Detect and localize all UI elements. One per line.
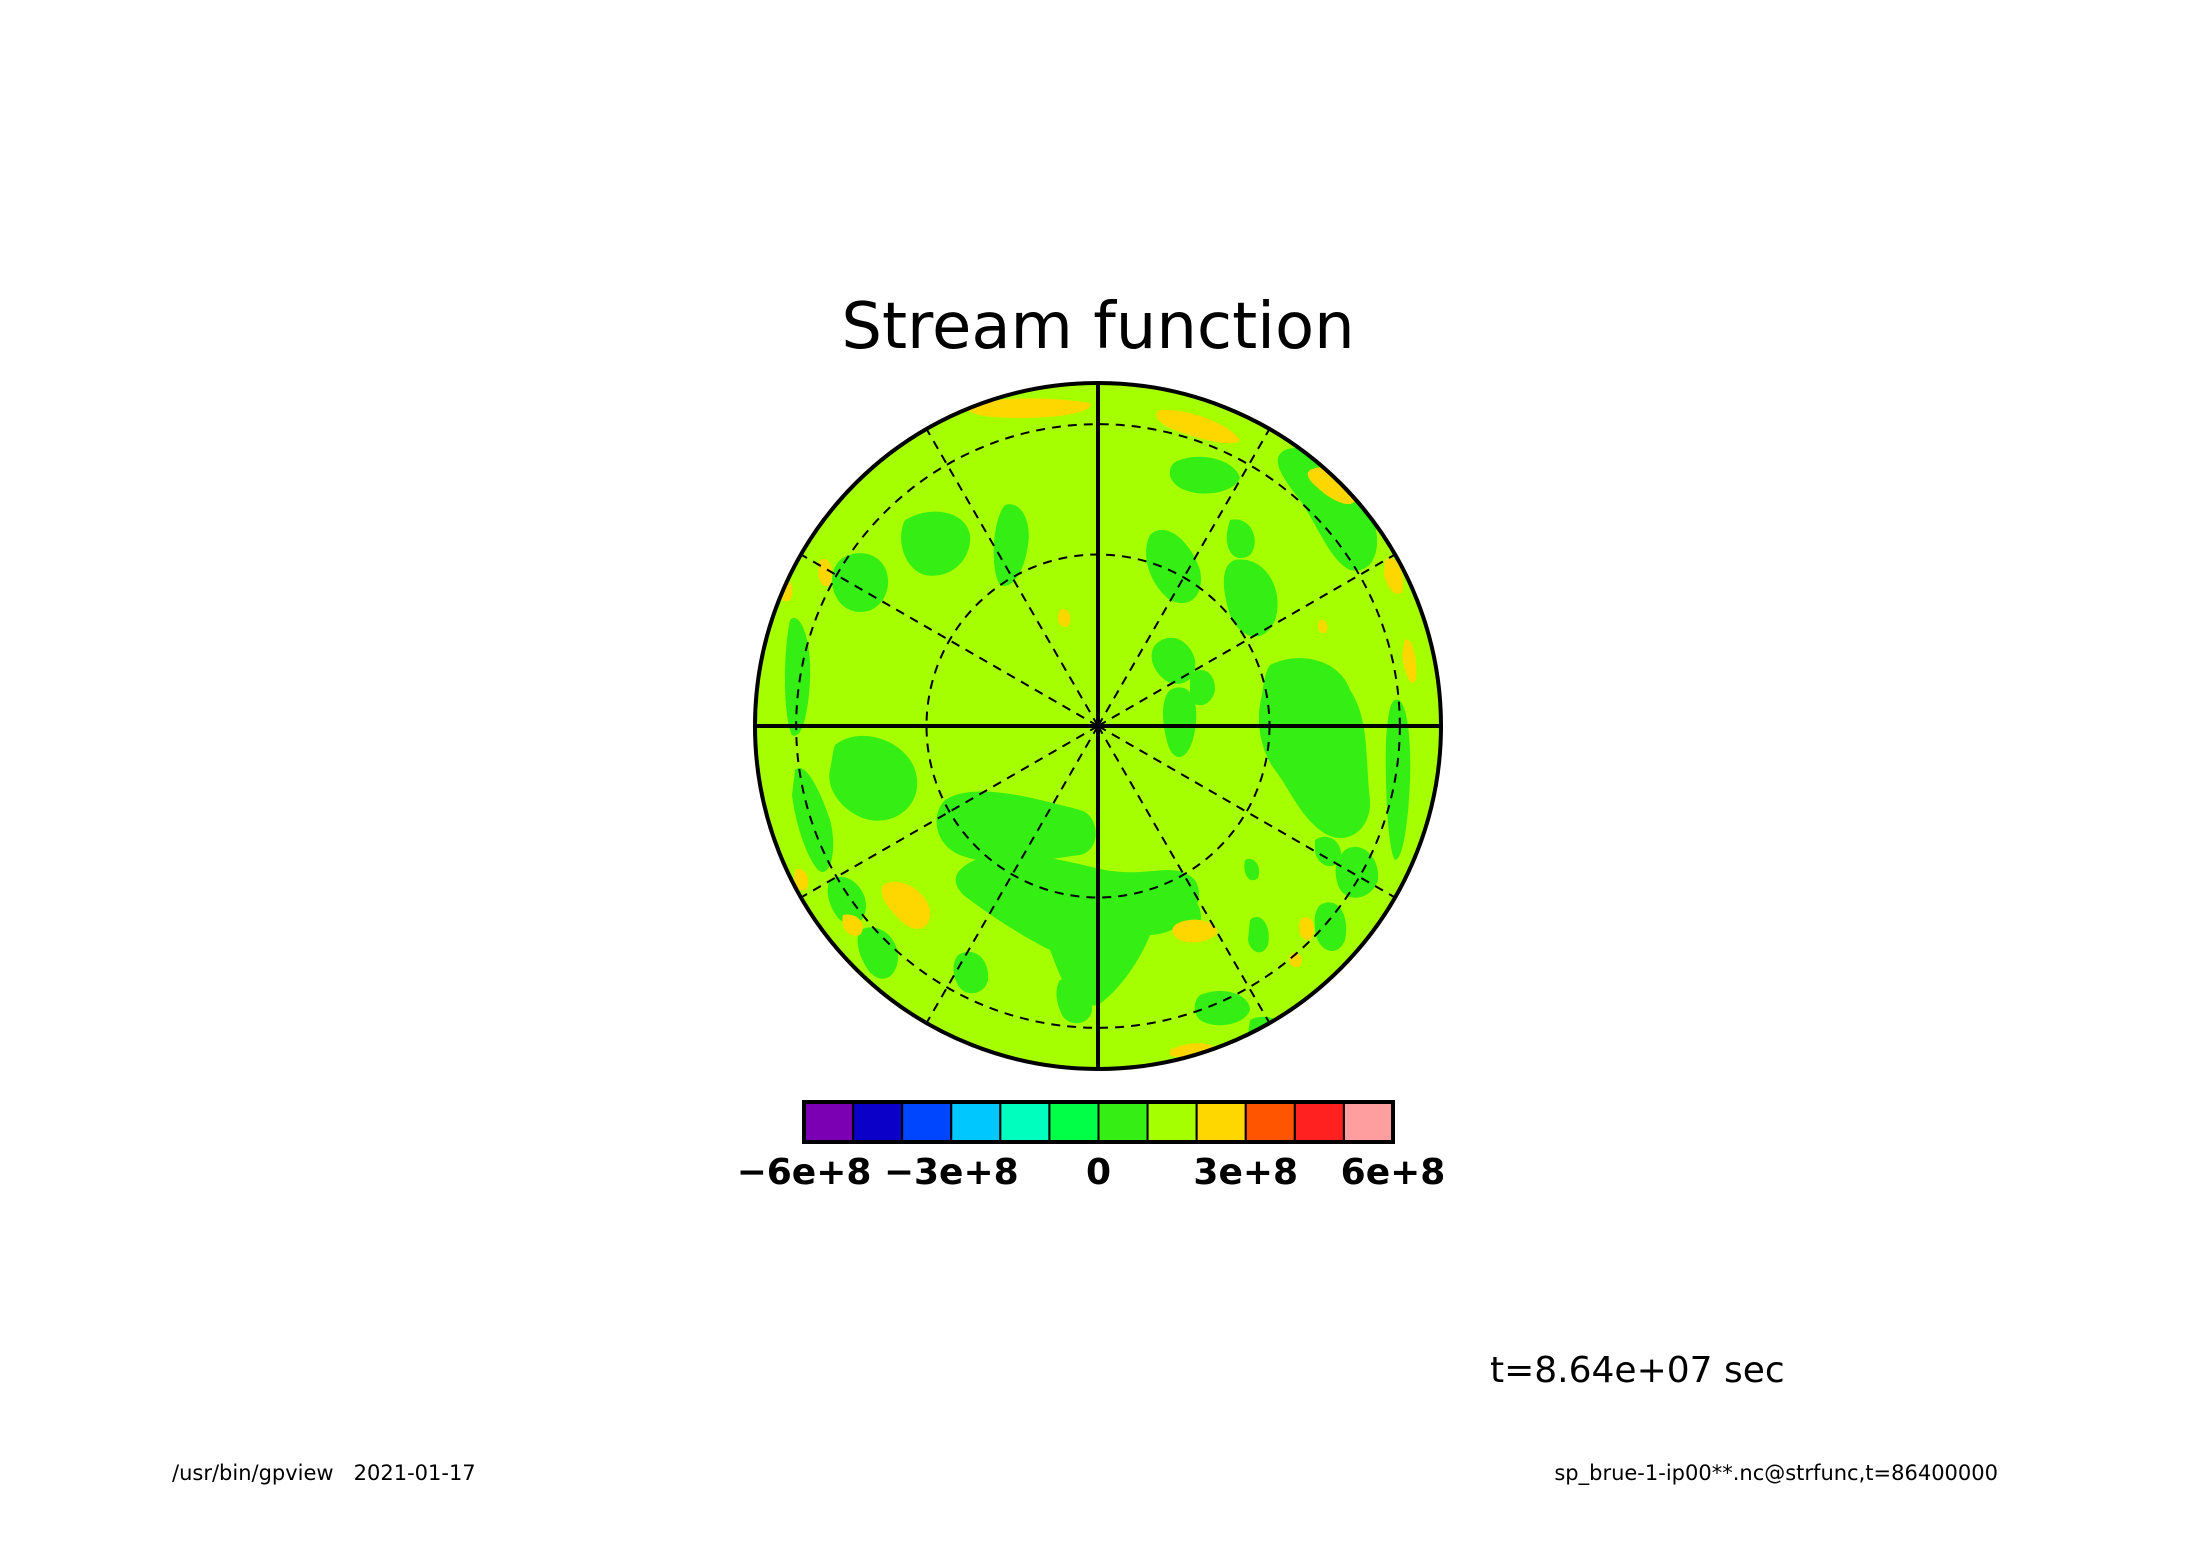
contour-patch: [1163, 687, 1197, 757]
contour-patch: [1314, 902, 1347, 951]
colorbar-swatch: [999, 1101, 1051, 1143]
contour-patch: [1384, 558, 1404, 595]
chart-title: Stream function: [841, 290, 1354, 364]
colorbar-swatch: [1195, 1101, 1247, 1143]
time-label: t=8.64e+07 sec: [1490, 1350, 1785, 1391]
contour-patch: [842, 914, 863, 936]
contour-patch: [993, 504, 1029, 586]
contour-patches: [778, 398, 1417, 1058]
contour-patch: [1258, 658, 1371, 839]
contour-patch: [1057, 609, 1071, 627]
colorbar-swatch: [852, 1101, 904, 1143]
colorbar-swatch: [1146, 1101, 1198, 1143]
contour-patch: [901, 511, 971, 576]
contour-patch: [936, 791, 1096, 863]
contour-patch: [794, 869, 809, 891]
colorbar-swatch: [1342, 1101, 1394, 1143]
contour-patch: [1248, 916, 1269, 953]
contour-patch: [829, 735, 918, 821]
contour-patch: [1402, 639, 1417, 683]
contour-patch: [1226, 519, 1255, 559]
contour-patch: [818, 559, 832, 587]
colorbar-tick-label: −6e+8: [737, 1152, 872, 1193]
contour-patch: [784, 618, 811, 736]
contour-patch: [1169, 456, 1240, 494]
map-outline: [753, 381, 1443, 1071]
colorbar-swatch: [901, 1101, 953, 1143]
contour-patch: [1307, 467, 1355, 505]
contour-patch: [1172, 919, 1218, 943]
contour-patch: [857, 927, 899, 979]
contour-patch: [1190, 670, 1215, 706]
contour-patch: [1156, 409, 1240, 444]
colorbar-swatch: [1048, 1101, 1100, 1143]
contour-patch: [881, 881, 931, 929]
contour-patch: [1385, 699, 1411, 860]
colorbar-tick-label: 6e+8: [1341, 1152, 1446, 1193]
colorbar-swatch: [803, 1101, 855, 1143]
footer-right: sp_brue-1-ip00**.nc@strfunc,t=86400000: [1554, 1461, 1998, 1486]
colorbar-tick-label: −3e+8: [884, 1152, 1019, 1193]
colorbar-swatch: [950, 1101, 1002, 1143]
colorbar-tick-label: 0: [1086, 1152, 1111, 1193]
contour-patch: [792, 768, 834, 872]
contour-patch: [1194, 990, 1250, 1026]
contour-patch: [1056, 979, 1092, 1024]
footer-left: /usr/bin/gpview 2021-01-17: [172, 1461, 476, 1485]
contour-patch: [1244, 858, 1260, 881]
colorbar-swatch: [1244, 1101, 1296, 1143]
contour-patch: [1151, 637, 1196, 684]
contour-patch: [827, 876, 866, 925]
polar-map: [753, 381, 1443, 1071]
contour-patch: [1223, 559, 1278, 637]
contour-patch: [1335, 846, 1379, 898]
contour-patch: [1317, 619, 1328, 634]
colorbar-swatch: [1293, 1101, 1345, 1143]
contour-patch: [968, 398, 1091, 418]
colorbar-frame: [802, 1100, 1395, 1144]
colorbar-tick-label: 3e+8: [1193, 1152, 1298, 1193]
colorbar: −6e+8 −3e+8 0 3e+8 6e+8: [737, 1100, 1446, 1193]
contour-patch: [1315, 836, 1341, 867]
colorbar-swatch: [1097, 1101, 1149, 1143]
contour-patch: [1146, 529, 1201, 604]
map-graticule: [755, 383, 1441, 1069]
contour-patch: [1277, 448, 1378, 571]
contour-patch: [1299, 917, 1315, 941]
